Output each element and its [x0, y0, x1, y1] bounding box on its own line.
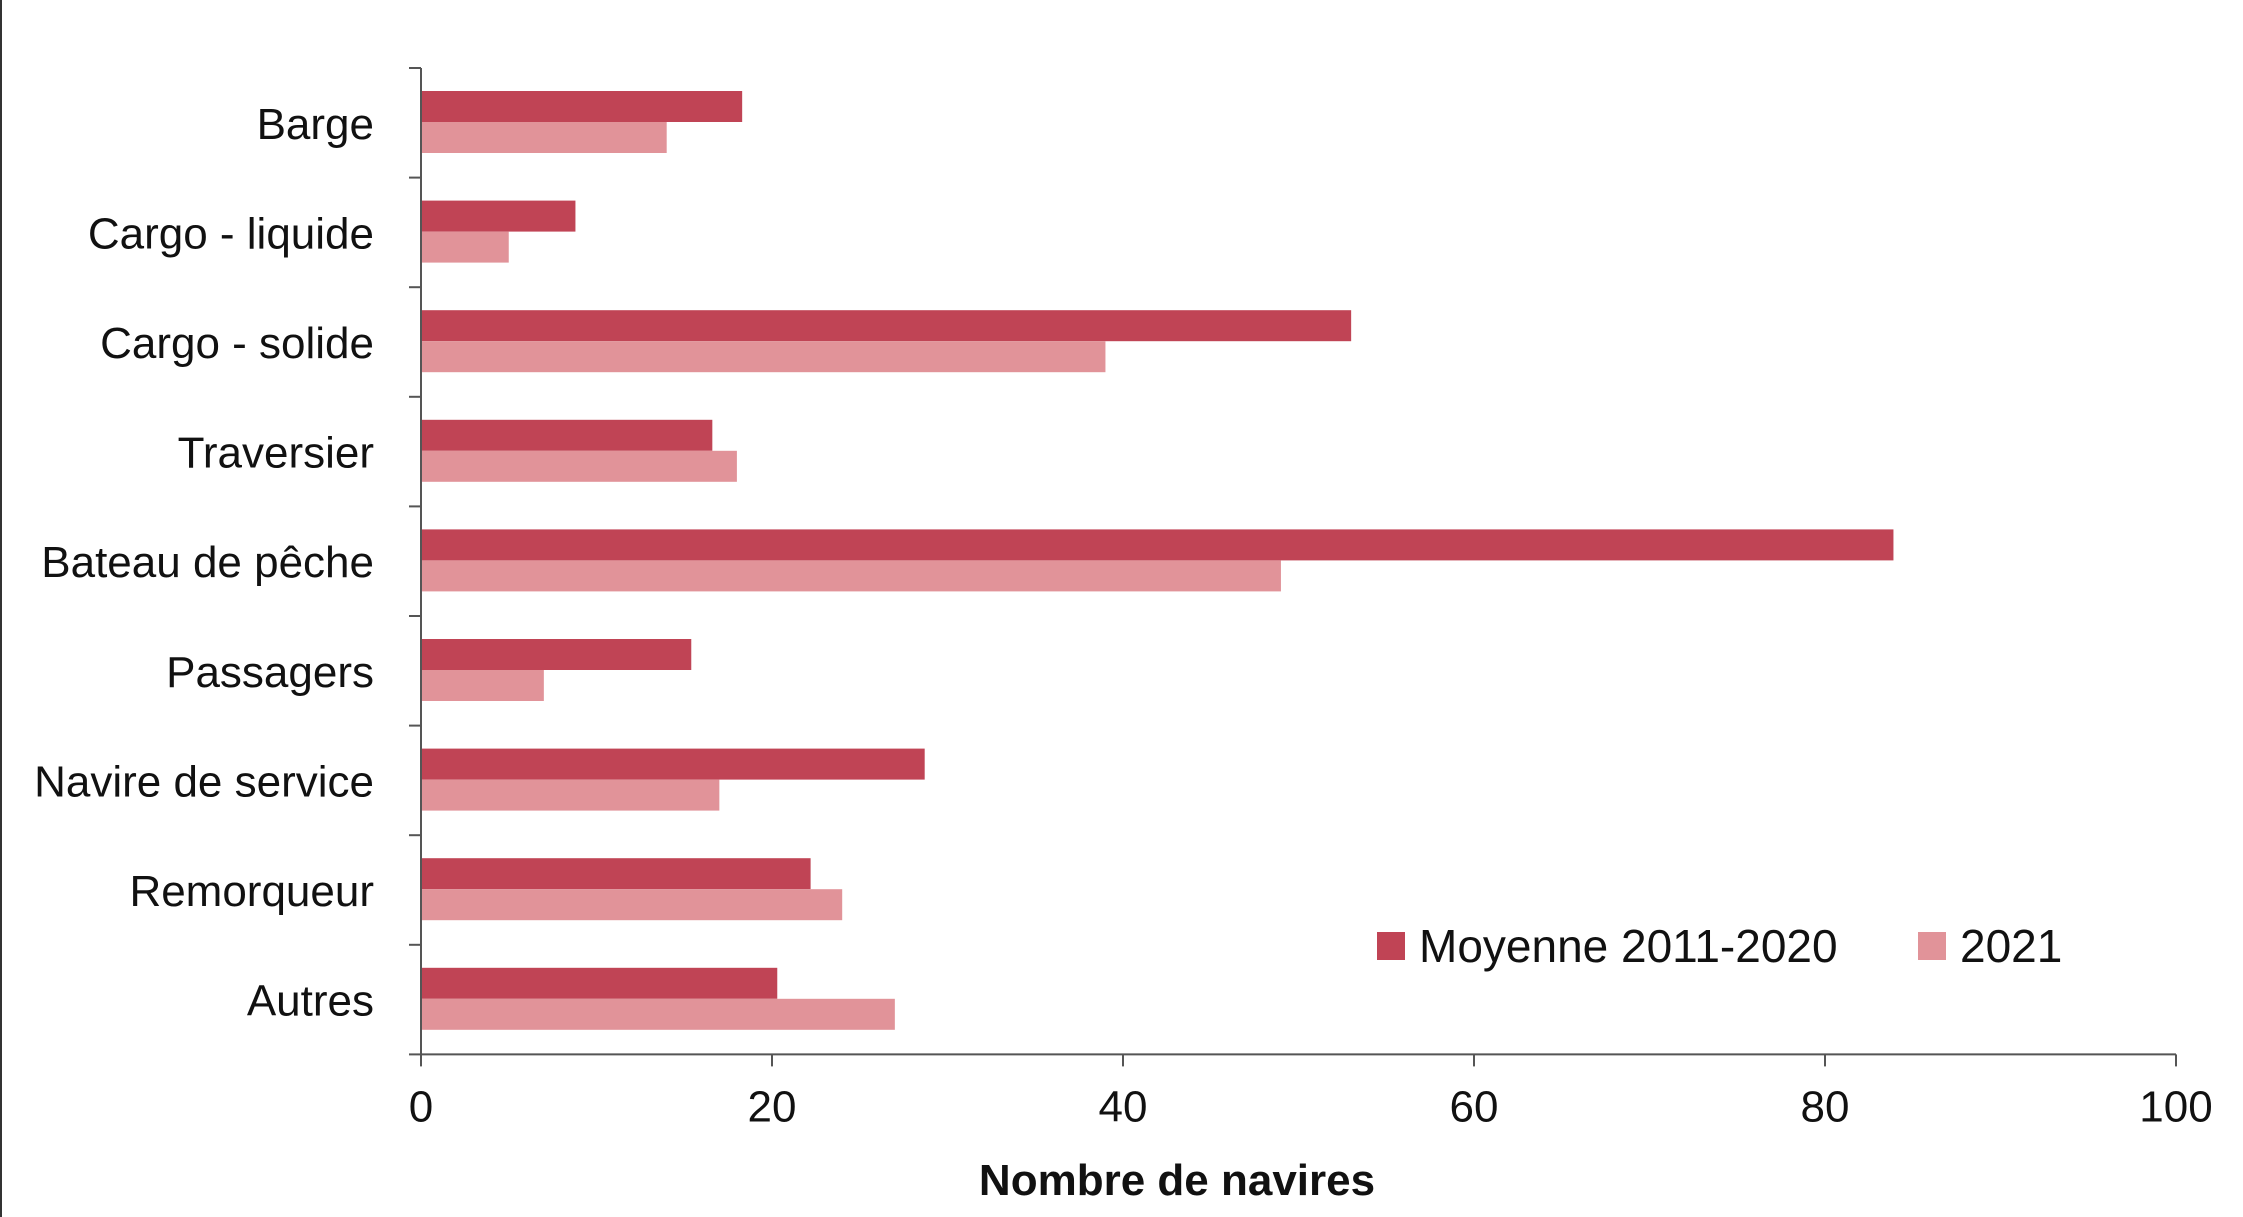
bar-2021-2 [421, 341, 1106, 373]
category-label: Cargo - solide [100, 319, 374, 368]
category-label: Barge [257, 100, 374, 149]
category-label: Navire de service [34, 757, 374, 806]
bars-layer [421, 91, 1894, 1030]
bar-moyenne-5 [421, 639, 692, 670]
x-axis-title: Nombre de navires [979, 1156, 1375, 1205]
x-tick-label: 80 [1801, 1082, 1850, 1131]
category-label: Remorqueur [129, 867, 374, 916]
legend-label-moyenne: Moyenne 2011-2020 [1419, 920, 1838, 972]
category-label: Traversier [178, 429, 374, 478]
legend-swatch-moyenne [1377, 932, 1405, 960]
bar-2021-8 [421, 998, 895, 1030]
x-tick-label: 100 [2139, 1082, 2212, 1131]
bar-2021-7 [421, 889, 843, 921]
category-label: Cargo - liquide [88, 209, 374, 258]
x-tick-label: 40 [1099, 1082, 1148, 1131]
x-tick-label: 0 [409, 1082, 433, 1131]
bar-2021-4 [421, 560, 1281, 592]
x-tick-label: 60 [1450, 1082, 1499, 1131]
bar-moyenne-3 [421, 419, 713, 451]
labels-layer: Barge Cargo - liquide Cargo - solide Traver… [34, 100, 2213, 1132]
bar-moyenne-6 [421, 748, 925, 780]
bar-moyenne-2 [421, 310, 1352, 342]
bar-moyenne-8 [421, 967, 778, 999]
bar-2021-6 [421, 779, 720, 811]
frame-left-border [0, 0, 2, 1217]
axes-layer [409, 67, 2177, 1067]
bar-moyenne-1 [421, 200, 576, 232]
bar-moyenne-0 [421, 91, 743, 122]
legend-label-2021: 2021 [1960, 920, 2062, 972]
bar-2021-5 [421, 670, 544, 701]
bar-2021-3 [421, 450, 737, 482]
category-label: Bateau de pêche [41, 538, 374, 587]
bar-2021-1 [421, 231, 509, 263]
category-label: Passagers [166, 648, 374, 697]
legend-swatch-2021 [1918, 932, 1946, 960]
bar-moyenne-7 [421, 858, 811, 890]
bar-moyenne-4 [421, 529, 1894, 561]
x-tick-label: 20 [748, 1082, 797, 1131]
legend: Moyenne 2011-2020 2021 [1377, 920, 2062, 972]
bar-2021-0 [421, 122, 667, 153]
category-label: Autres [247, 977, 374, 1026]
